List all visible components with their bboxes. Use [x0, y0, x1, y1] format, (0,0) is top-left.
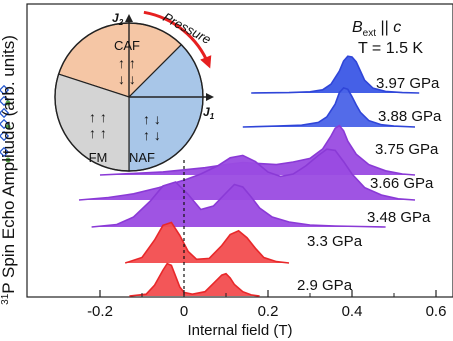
left-marker-2 — [0, 107, 10, 119]
caf-label: CAF — [114, 38, 140, 53]
spectrum-line-6 — [129, 262, 260, 297]
y-axis-label-superscript: 31 — [0, 293, 11, 305]
pressure-label-0: 3.97 GPa — [376, 75, 440, 92]
x-tick-label-0: -0.2 — [87, 303, 113, 320]
x-tick-label-3: 0.4 — [342, 303, 363, 320]
parallel-symbol: || — [376, 19, 393, 36]
left-marker-5 — [0, 146, 10, 158]
b-subscript: ext — [363, 28, 377, 39]
caf-arrows-row-1: ↓ ↓ — [118, 71, 136, 87]
naf-arrows-row-0: ↑ ↓ — [143, 111, 161, 127]
spectrum-fill-5 — [125, 222, 289, 263]
spectrum-line-1 — [242, 86, 416, 128]
y-axis-label: 31P Spin Echo Amplitude (arb. units) — [0, 35, 18, 305]
naf-arrows-row-1: ↑ ↓ — [143, 127, 161, 143]
left-dot-2 — [5, 157, 11, 163]
left-dot-0 — [5, 100, 11, 106]
pressure-label-3: 3.66 GPa — [370, 175, 434, 192]
pressure-label-4: 3.48 GPa — [367, 209, 431, 226]
spectrum-line-0 — [251, 55, 420, 94]
spectrum-fill-1 — [242, 87, 415, 127]
j2-axis-label: J2 — [112, 11, 124, 27]
left-cropped-markers — [0, 84, 11, 163]
spectrum-line-4 — [91, 181, 386, 228]
c-axis-symbol: c — [393, 19, 401, 36]
left-dot-1 — [5, 124, 11, 130]
spectrum-fill-0 — [251, 56, 420, 93]
spectrum-line-2 — [99, 124, 416, 176]
spectrum-fill-6 — [129, 263, 260, 296]
left-marker-0 — [0, 84, 10, 96]
pressure-arrow — [143, 10, 212, 69]
x-tick-label-2: 0.2 — [258, 303, 279, 320]
x-tick-label-4: 0.6 — [426, 303, 447, 320]
j2-symbol: J — [112, 11, 119, 25]
pressure-label-2: 3.75 GPa — [375, 141, 439, 158]
pressure-labels: 3.97 GPa 3.88 GPa 3.75 GPa 3.66 GPa 3.48 GPa… — [297, 75, 442, 294]
b-symbol: B — [352, 19, 363, 36]
naf-label: NAF — [129, 150, 155, 165]
field-orientation-annotation: Bext || c — [352, 19, 401, 39]
j2-subscript: 2 — [118, 18, 124, 27]
y-axis-label-text: P Spin Echo Amplitude (arb. units) — [0, 35, 18, 294]
temperature-annotation: T = 1.5 K — [358, 40, 423, 57]
fm-label: FM — [89, 150, 108, 165]
sector-labels: CAF↑ ↑↓ ↓NAF↑ ↓↑ ↓FM↑ ↑↑ ↑ — [89, 38, 161, 165]
plot-frame — [26, 3, 453, 298]
fm-arrows-row-1: ↑ ↑ — [89, 125, 107, 141]
pressure-label-1: 3.88 GPa — [378, 108, 442, 125]
x-tick-label-1: 0 — [180, 303, 188, 320]
pressure-label-6: 2.9 GPa — [297, 277, 353, 294]
pressure-label-5: 3.3 GPa — [307, 233, 363, 250]
spectra-group — [78, 55, 420, 297]
caf-arrows-row-0: ↑ ↑ — [118, 55, 136, 71]
spectrum-line-5 — [124, 221, 290, 264]
j1-subscript: 1 — [210, 112, 215, 121]
left-marker-4 — [0, 130, 10, 142]
j1-axis-label: J1 — [203, 105, 215, 121]
fm-arrows-row-0: ↑ ↑ — [89, 109, 107, 125]
phase-diagram-inset: Pressure J2 J1 CAF↑ ↑↓ ↓NAF↑ ↓↑ ↓FM↑ ↑↑ … — [54, 9, 215, 172]
j1-symbol: J — [203, 105, 210, 119]
x-axis-label: Internal field (T) — [187, 322, 292, 339]
x-axis: -0.2 0 0.2 0.4 0.6 — [87, 290, 446, 320]
spectrum-fill-4 — [91, 182, 386, 227]
